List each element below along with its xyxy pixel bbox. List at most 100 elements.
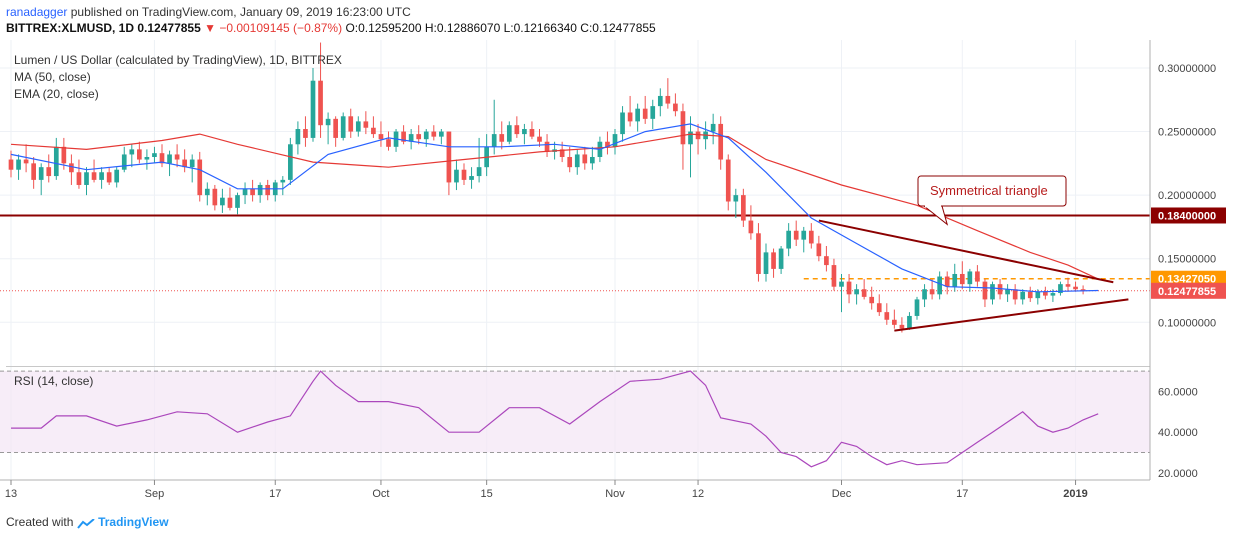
candle-body: [786, 230, 791, 249]
candle-body: [386, 139, 391, 147]
candle-body: [899, 324, 905, 329]
candle: [99, 167, 104, 189]
rsi-tick-label: 40.0000: [1158, 427, 1198, 439]
candle: [121, 146, 127, 173]
candle: [657, 88, 663, 117]
candle: [288, 137, 293, 185]
candle-body: [831, 265, 837, 287]
callout-text: Symmetrical triangle: [930, 183, 1048, 198]
candle-body: [990, 284, 995, 300]
candle: [914, 296, 920, 320]
price-chart[interactable]: 0.30000000 0.25000000 0.20000000 0.15000000…: [0, 40, 1234, 510]
candle-body: [559, 149, 565, 157]
candle-body: [605, 141, 610, 147]
candle-body: [627, 112, 633, 122]
candle: [824, 246, 829, 272]
candle: [348, 108, 354, 138]
candle: [733, 188, 739, 219]
x-tick-label: Oct: [372, 488, 389, 500]
candle: [371, 116, 376, 138]
candle: [242, 182, 248, 205]
candle-body: [76, 172, 82, 185]
candle: [461, 163, 467, 185]
candle-body: [1050, 293, 1056, 296]
x-tick-label: Nov: [605, 488, 625, 500]
candle: [665, 78, 671, 109]
candle: [69, 154, 74, 185]
candle-body: [771, 252, 776, 269]
candle: [197, 151, 203, 202]
x-tick-label: 13: [5, 488, 17, 500]
y-tick-label: 0.15000000: [1158, 254, 1216, 266]
candle: [688, 116, 693, 178]
candle: [537, 129, 542, 147]
candle-body: [982, 281, 988, 300]
footer: Created with TradingView: [6, 515, 169, 529]
candle: [144, 149, 150, 170]
candle: [476, 137, 482, 183]
candle: [16, 154, 21, 180]
x-tick-label: 17: [956, 488, 968, 500]
candle-body: [537, 136, 542, 142]
candle: [310, 67, 316, 142]
candle-body: [16, 159, 21, 170]
candle-body: [31, 163, 36, 180]
candle-body: [220, 197, 225, 206]
time-axis: 13 Sep 17 Oct 15 Nov 12 Dec 17 2019: [5, 480, 1088, 500]
candle-body: [340, 116, 346, 138]
candle-body: [514, 125, 520, 135]
candle: [416, 125, 422, 145]
pane-separator: [6, 366, 1150, 367]
candle-body: [839, 281, 844, 287]
candle-body: [620, 112, 625, 135]
candle-body: [937, 276, 942, 295]
published-info: published on TradingView.com, January 09…: [70, 5, 411, 19]
candle: [522, 123, 527, 145]
candle-body: [69, 163, 74, 173]
candle: [363, 111, 369, 135]
candle-body: [235, 195, 240, 208]
candle: [990, 281, 995, 305]
candle: [635, 103, 640, 132]
candle: [574, 149, 580, 175]
candle-body: [491, 134, 497, 147]
candle: [544, 134, 550, 157]
resistance-price-badge: 0.18400000: [1151, 207, 1226, 224]
candle-body: [695, 131, 701, 140]
tradingview-logo-icon: [76, 518, 95, 529]
candle: [454, 159, 459, 191]
candle: [401, 125, 406, 145]
chart-labels: Lumen / US Dollar (calculated by Trading…: [14, 53, 342, 388]
candle: [582, 146, 588, 170]
candle-body: [741, 195, 746, 221]
candle: [318, 42, 323, 138]
y-tick-label: 0.25000000: [1158, 127, 1216, 139]
candle-body: [288, 144, 293, 180]
candle: [907, 312, 912, 330]
x-tick-label: Dec: [832, 488, 852, 500]
tradingview-brand[interactable]: TradingView: [98, 515, 169, 529]
candle: [446, 131, 452, 196]
candle: [8, 150, 14, 178]
candle-body: [824, 256, 829, 266]
candle-body: [756, 233, 761, 274]
candle-body: [416, 134, 422, 140]
candle: [778, 246, 784, 274]
candle-body: [310, 80, 316, 138]
candle-body: [46, 167, 52, 177]
candle-body: [763, 252, 769, 274]
candle: [620, 106, 625, 142]
svg-text:0.12477855: 0.12477855: [1158, 286, 1216, 298]
candle: [91, 159, 97, 183]
candle-body: [152, 153, 157, 157]
author-name[interactable]: ranadagger: [6, 5, 68, 19]
candle-body: [929, 289, 935, 295]
candle: [650, 99, 656, 130]
candle: [975, 265, 980, 287]
candle: [227, 187, 233, 211]
candle: [959, 261, 965, 290]
candle-body: [1005, 289, 1010, 295]
candle: [869, 286, 875, 310]
candle: [295, 121, 301, 155]
y-tick-label: 0.10000000: [1158, 317, 1216, 329]
